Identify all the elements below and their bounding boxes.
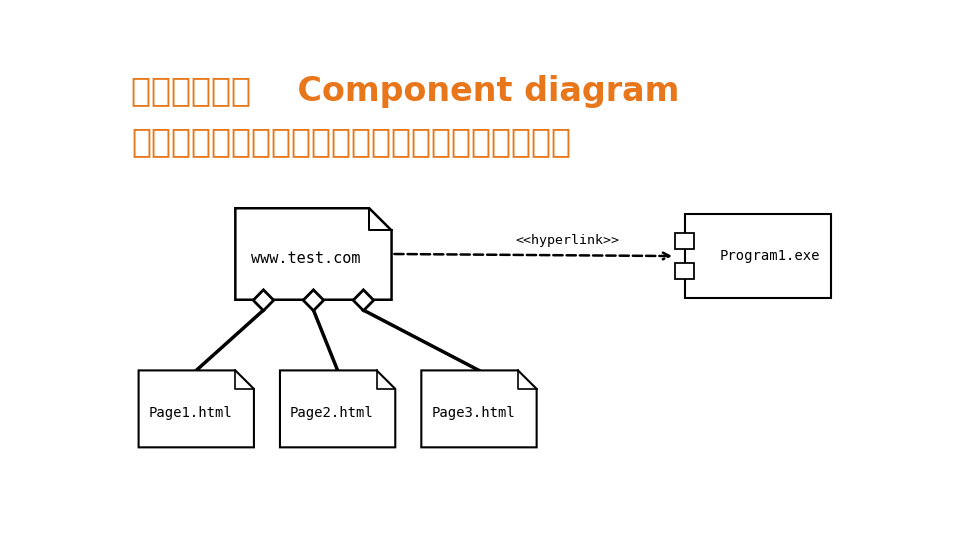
Polygon shape (138, 370, 253, 447)
Text: Page1.html: Page1.html (149, 406, 232, 420)
Polygon shape (280, 370, 396, 447)
Text: ของระบบเรยกดขอมลจากเวบ: ของระบบเรยกดขอมลจากเวบ (132, 125, 571, 158)
Polygon shape (235, 208, 392, 300)
Text: ตวอยาง    Component diagram: ตวอยาง Component diagram (132, 75, 680, 108)
Polygon shape (353, 290, 373, 310)
Text: www.test.com: www.test.com (251, 251, 360, 266)
Polygon shape (421, 370, 537, 447)
Bar (675, 233, 694, 249)
Text: Program1.exe: Program1.exe (720, 249, 821, 263)
Polygon shape (303, 290, 324, 310)
Bar (675, 263, 694, 279)
Bar (685, 214, 830, 298)
Polygon shape (253, 290, 274, 310)
Text: Page2.html: Page2.html (290, 406, 373, 420)
Text: <<hyperlink>>: <<hyperlink>> (516, 233, 619, 246)
Text: Page3.html: Page3.html (431, 406, 516, 420)
